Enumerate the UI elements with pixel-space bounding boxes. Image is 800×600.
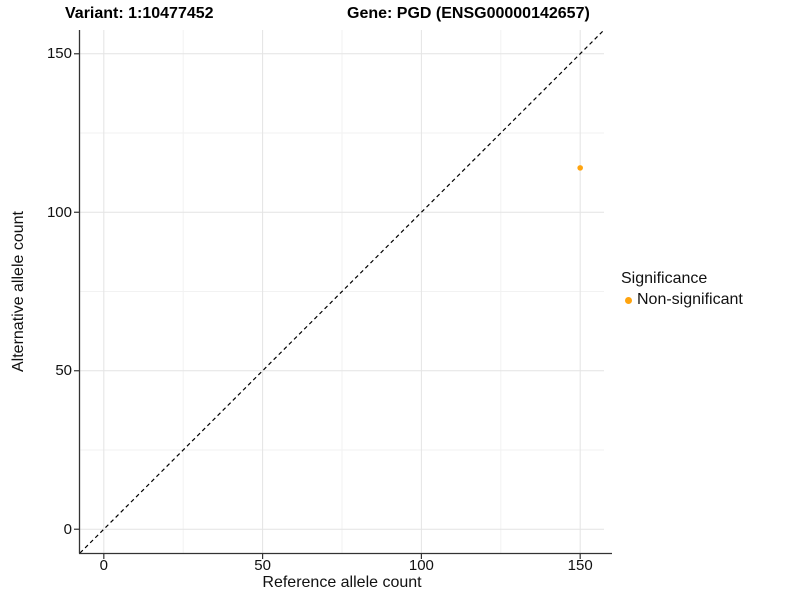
x-tick-label: 100 <box>408 557 434 574</box>
x-tick-label: 50 <box>254 557 271 574</box>
data-point <box>577 165 583 171</box>
y-tick-label: 0 <box>63 520 72 538</box>
y-tick-label: 50 <box>55 362 72 380</box>
legend-items: Non-significant <box>621 291 743 309</box>
y-axis-label: Alternative allele count <box>10 211 27 372</box>
identity-dashed-line <box>79 29 605 554</box>
plot-title-gene: Gene: PGD (ENSG00000142657) <box>347 5 590 22</box>
legend-item: Non-significant <box>621 291 743 309</box>
y-tick-label: 100 <box>46 203 72 221</box>
plot-title-variant: Variant: 1:10477452 <box>65 5 214 22</box>
x-tick-label: 0 <box>99 557 108 574</box>
x-tick-label: 150 <box>567 557 593 574</box>
y-tick-label: 150 <box>46 45 72 63</box>
legend-point-icon <box>625 296 632 304</box>
legend: Significance Non-significant <box>621 270 743 309</box>
legend-item-label: Non-significant <box>637 291 743 308</box>
x-axis-label: Reference allele count <box>262 574 422 591</box>
legend-title: Significance <box>621 270 708 287</box>
